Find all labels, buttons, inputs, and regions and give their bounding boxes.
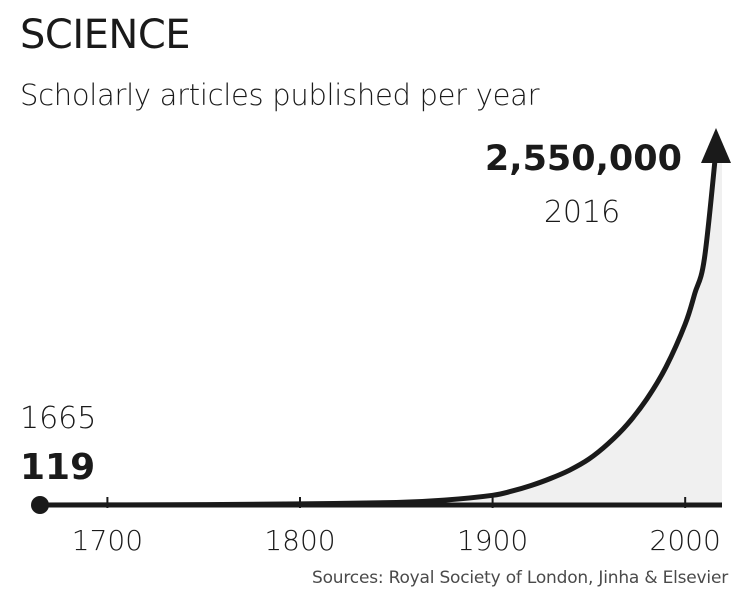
annotation-start-year: 1665 bbox=[20, 401, 96, 436]
x-tick-label-1800: 1800 bbox=[264, 524, 335, 557]
source-note: Sources: Royal Society of London, Jinha … bbox=[312, 568, 728, 588]
x-tick-label-1900: 1900 bbox=[457, 524, 528, 557]
x-tick-label-1700: 1700 bbox=[72, 524, 143, 557]
x-tick-label-2000: 2000 bbox=[650, 524, 721, 557]
start-point bbox=[31, 496, 49, 514]
annotation-end-year: 2016 bbox=[544, 195, 620, 230]
annotation-end-value: 2,550,000 bbox=[485, 139, 682, 179]
annotation-start-value: 119 bbox=[20, 447, 95, 488]
chart-title: SCIENCE bbox=[20, 12, 191, 58]
arrow-head bbox=[701, 128, 731, 163]
chart-subtitle: Scholarly articles published per year bbox=[20, 78, 540, 112]
series-line bbox=[37, 147, 719, 508]
chart-area-fill bbox=[40, 150, 722, 505]
x-ticks: 1700 1800 1900 2000 bbox=[72, 497, 721, 557]
